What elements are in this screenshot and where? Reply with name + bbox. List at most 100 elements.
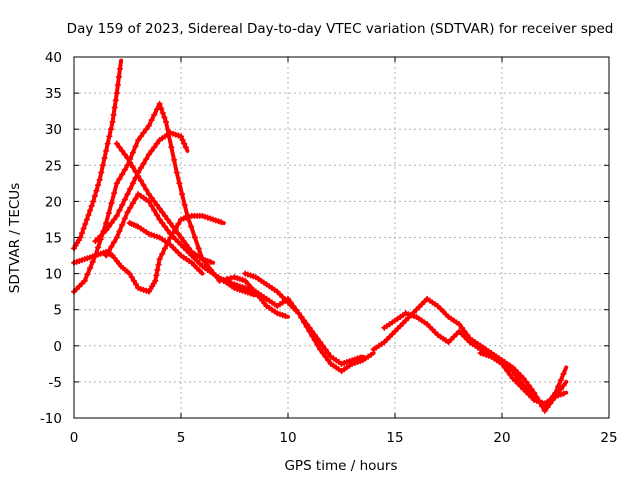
data-point [319,342,326,349]
data-point [111,104,118,111]
data-point [227,275,234,282]
data-point [127,185,134,192]
data-point [113,90,120,97]
data-point [145,122,152,129]
series-track-d [92,129,190,245]
data-point [80,225,87,232]
data-point [114,81,121,88]
data-point [135,173,142,180]
data-point [322,353,329,360]
x-tick-label: 15 [386,430,403,446]
data-point [111,239,118,246]
data-point [111,190,118,197]
data-point [560,382,567,389]
data-point [176,180,183,187]
data-point [135,137,142,144]
data-point [143,155,150,162]
x-tick-label: 0 [70,430,79,446]
data-point [137,165,144,172]
data-point [115,73,122,80]
data-series [71,58,569,414]
data-point [87,265,94,272]
y-tick-label: 5 [53,303,62,319]
data-point [82,220,89,227]
data-point [116,175,123,182]
x-tick-label: 10 [279,430,296,446]
data-point [89,258,96,265]
data-point [306,324,313,331]
data-point [130,277,137,284]
data-point [173,169,180,176]
data-point [143,186,150,193]
data-point [501,364,508,371]
data-point [108,220,115,227]
y-tick-label: 0 [53,339,62,355]
data-point [156,100,163,107]
data-point [148,117,155,124]
data-point [282,313,289,320]
data-point [148,147,155,154]
data-point [108,243,115,250]
data-point [156,256,163,263]
data-point [105,223,112,230]
data-point [303,321,310,328]
data-point [121,196,128,203]
data-point [145,151,152,158]
data-point [121,151,128,158]
data-point [104,140,111,147]
data-point [116,144,123,151]
data-point [557,386,564,393]
data-point [90,198,97,205]
data-point [168,144,175,151]
y-tick-label: 15 [45,231,62,247]
data-point [156,216,163,223]
data-point [159,109,166,116]
data-point [96,176,103,183]
x-tick-label: 20 [493,430,510,446]
data-point [140,129,147,136]
data-point [133,281,140,288]
data-point [151,198,158,205]
data-point [161,223,168,230]
data-point [179,191,186,198]
y-tick-label: -10 [40,411,62,427]
series-track-g [126,220,205,276]
data-point [124,155,131,162]
data-point [121,215,128,222]
data-point [148,202,155,209]
y-tick-label: -5 [49,375,62,391]
data-point [151,144,158,151]
data-point [143,126,150,133]
data-point [161,212,168,219]
data-point [132,143,139,150]
data-point [84,271,91,278]
data-point [539,403,546,410]
data-point [113,234,120,241]
series-track-i [242,270,365,367]
data-point [317,339,324,346]
data-point [148,194,155,201]
data-point [145,198,152,205]
data-point [181,140,188,147]
data-point [523,378,530,385]
data-point [533,394,540,401]
data-point [159,250,166,257]
data-point [113,180,120,187]
data-point [525,382,532,389]
data-point [112,97,119,104]
data-point [169,223,176,230]
data-point [549,396,556,403]
y-axis-label: SDTVAR / TECUs [7,183,23,293]
data-point [557,377,564,384]
data-point [107,126,114,133]
data-point [140,160,147,167]
data-point [528,386,535,393]
data-point [105,248,112,255]
data-point [298,313,305,320]
data-point [456,321,463,328]
data-point [161,245,168,252]
data-point [309,328,316,335]
data-point [507,371,514,378]
data-point [79,229,86,236]
data-point [167,220,174,227]
